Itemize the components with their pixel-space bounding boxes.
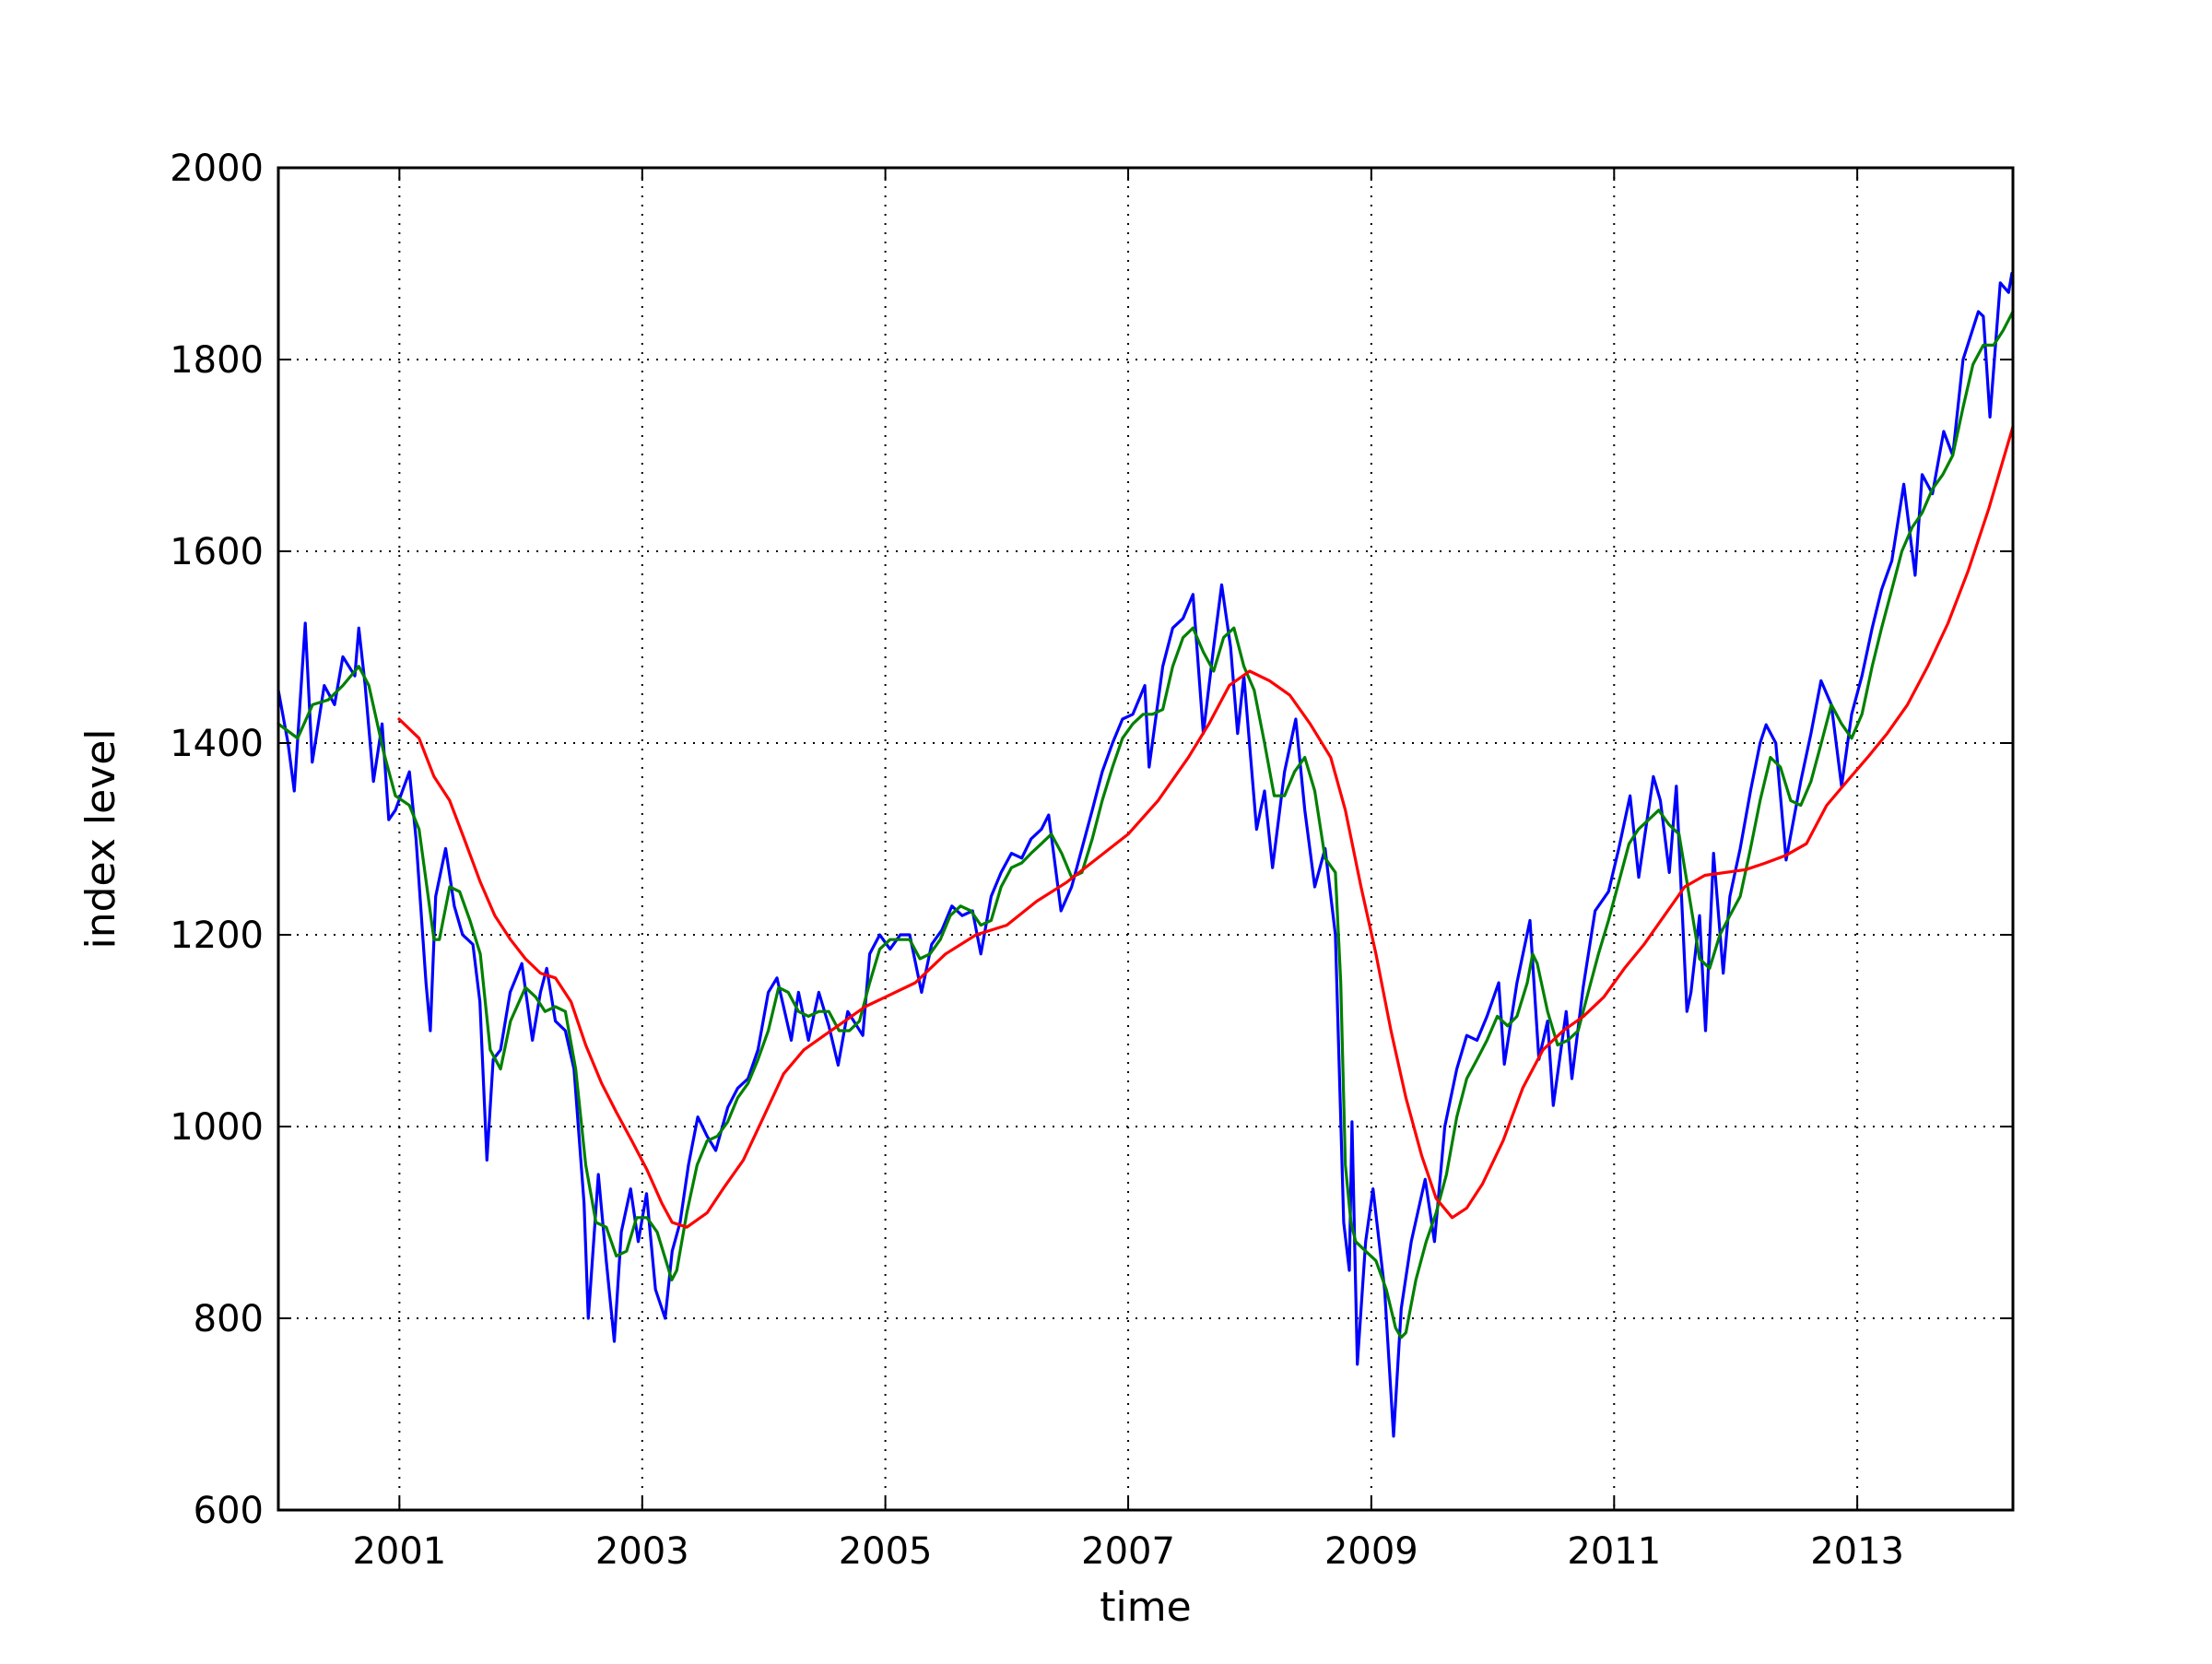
x-tick-label: 2001	[352, 1530, 446, 1573]
y-axis-label: index level	[77, 729, 124, 950]
y-tick-label: 1800	[170, 339, 264, 382]
x-tick-label: 2013	[1810, 1530, 1904, 1573]
x-tick-label: 2003	[595, 1530, 689, 1573]
y-tick-label: 600	[194, 1490, 264, 1532]
plot-series	[276, 271, 2015, 1438]
y-tick-label: 1000	[170, 1106, 264, 1149]
series-line-3	[397, 425, 2015, 1229]
y-tick-label: 800	[194, 1298, 264, 1340]
y-tick-label: 1200	[170, 915, 264, 957]
x-tick-label: 2009	[1324, 1530, 1418, 1573]
x-tick-label: 2007	[1081, 1530, 1175, 1573]
y-tick-label: 1600	[170, 531, 264, 573]
axis-ticks: 2001 2003 2005 2007 2009 2011 2013 600 800 1000 12…	[170, 148, 2013, 1573]
y-tick-label: 1400	[170, 723, 264, 765]
x-tick-label: 2011	[1567, 1530, 1661, 1573]
y-tick-label: 2000	[170, 148, 264, 190]
x-axis-label: time	[1100, 1584, 1191, 1631]
plot-frame	[276, 166, 2015, 1512]
x-tick-label: 2005	[839, 1530, 933, 1573]
grid	[278, 168, 2013, 1510]
series-line-2	[276, 310, 2015, 1339]
